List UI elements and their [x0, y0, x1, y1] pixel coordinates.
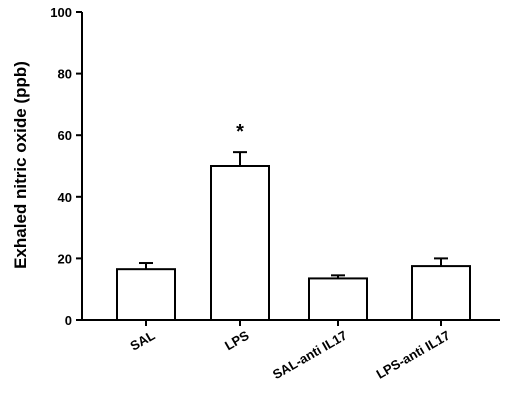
y-tick-label: 20	[58, 251, 72, 266]
x-tick-label: SAL-anti IL17	[270, 328, 349, 383]
bar-lps	[210, 165, 270, 321]
bar-lps-anti-il17	[411, 265, 471, 322]
y-tick-label: 80	[58, 67, 72, 82]
x-tick-label: LPS	[222, 327, 252, 353]
x-tick-label: SAL	[127, 328, 157, 354]
significance-marker: *	[236, 121, 244, 143]
y-tick-label: 40	[58, 190, 72, 205]
x-tick-label: LPS-anti IL17	[374, 328, 453, 382]
y-axis-title: Exhaled nitric oxide (ppb)	[11, 61, 30, 269]
plot-area: 0 20 40 60 80 100 SAL LPS SAL-anti IL17 LPS-anti …	[50, 5, 500, 382]
y-tick-label: 100	[50, 5, 72, 20]
y-tick-label: 0	[65, 313, 72, 328]
y-tick-label: 60	[58, 128, 72, 143]
bar-sal-anti-il17	[308, 277, 368, 322]
bar-sal	[116, 268, 176, 321]
